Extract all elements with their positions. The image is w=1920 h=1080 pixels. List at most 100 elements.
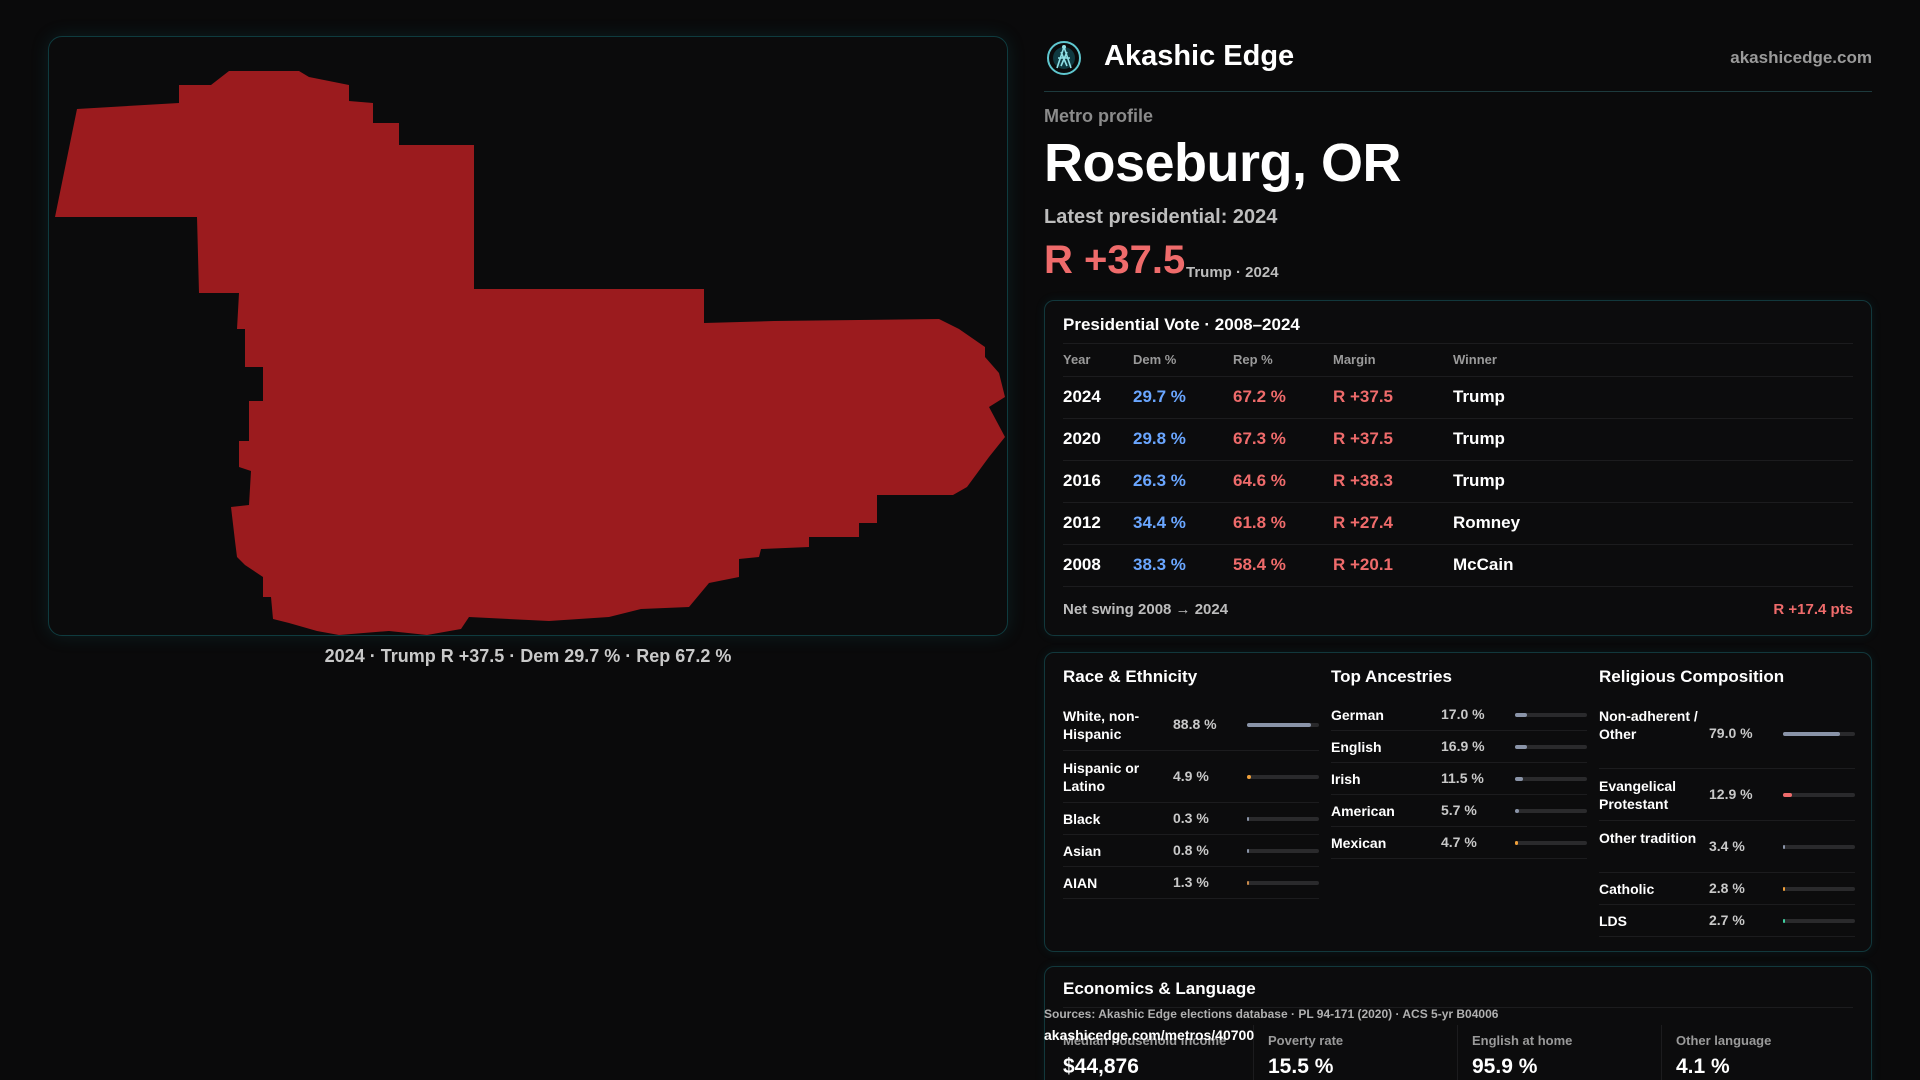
demographics-card: Race & Ethnicity White, non-Hispanic 88.8… (1044, 652, 1872, 952)
ancestry-row[interactable]: Irish 11.5 % (1331, 763, 1587, 795)
ancestry-value: 4.7 % (1441, 834, 1477, 850)
religion-bar-fill (1783, 919, 1785, 923)
vote-cell-dem: 29.7 % (1133, 387, 1186, 406)
religion-bar-track (1783, 887, 1855, 891)
ancestry-row[interactable]: American 5.7 % (1331, 795, 1587, 827)
ancestry-row[interactable]: English 16.9 % (1331, 731, 1587, 763)
ancestry-label: Mexican (1331, 835, 1387, 851)
akashic-logo-icon[interactable] (1046, 40, 1082, 76)
race-bar-track (1247, 881, 1319, 885)
vote-cell-rep: 61.8 % (1233, 513, 1286, 532)
race-label: Asian (1063, 843, 1102, 859)
vote-table-header: Year Dem % Rep % Margin Winner (1063, 343, 1853, 377)
header-dem: Dem % (1133, 352, 1177, 367)
vote-cell-rep: 67.3 % (1233, 429, 1286, 448)
race-row[interactable]: White, non-Hispanic 88.8 % (1063, 699, 1319, 751)
race-value: 4.9 % (1173, 768, 1209, 784)
religion-label: Evangelical Protestant (1599, 778, 1677, 812)
race-value: 1.3 % (1173, 874, 1209, 890)
metro-map (55, 71, 1005, 635)
religion-row[interactable]: Non-adherent / Other 79.0 % (1599, 699, 1855, 769)
race-row[interactable]: Asian 0.8 % (1063, 835, 1319, 867)
religion-title: Religious Composition (1599, 667, 1785, 686)
religion-row[interactable]: LDS 2.7 % (1599, 905, 1855, 937)
ancestry-value: 17.0 % (1441, 706, 1485, 722)
religion-row[interactable]: Catholic 2.8 % (1599, 873, 1855, 905)
religion-bar-track (1783, 845, 1855, 849)
ancestry-bar-track (1515, 809, 1587, 813)
ancestry-value: 11.5 % (1441, 770, 1484, 786)
race-row[interactable]: Hispanic or Latino 4.9 % (1063, 751, 1319, 803)
vote-row-2016[interactable]: 2016 26.3 % 64.6 % R +38.3 Trump (1063, 461, 1853, 503)
race-bar-fill (1247, 849, 1249, 853)
ancestry-bar-track (1515, 777, 1587, 781)
vote-cell-margin: R +37.5 (1333, 387, 1394, 406)
religion-bar-fill (1783, 845, 1786, 849)
religion-value: 3.4 % (1709, 838, 1745, 854)
race-bar-fill (1247, 723, 1311, 727)
race-value: 0.8 % (1173, 842, 1209, 858)
race-bar-fill (1247, 775, 1251, 779)
net-swing-label: Net swing 2008 → 2024 (1063, 601, 1229, 618)
vote-cell-year: 2020 (1063, 429, 1101, 448)
religion-label: LDS (1599, 913, 1627, 929)
page-title: Roseburg, OR (1044, 133, 1402, 193)
economics-stat-label: Median household income (1063, 1033, 1227, 1048)
economics-stat-value: 95.9 % (1472, 1055, 1538, 1078)
ancestry-bar-fill (1515, 841, 1519, 845)
header-margin: Margin (1333, 352, 1376, 367)
race-bar-track (1247, 723, 1319, 727)
race-row[interactable]: AIAN 1.3 % (1063, 867, 1319, 899)
brand-header: Akashic Edge akashicedge.com (1044, 36, 1872, 92)
header-rep: Rep % (1233, 352, 1273, 367)
ancestry-bar-fill (1515, 777, 1524, 781)
race-bar-fill (1247, 817, 1249, 821)
race-label: AIAN (1063, 875, 1098, 891)
vote-cell-dem: 29.8 % (1133, 429, 1186, 448)
metro-map-panel[interactable] (48, 36, 1008, 636)
vote-cell-rep: 67.2 % (1233, 387, 1286, 406)
economics-stat-label: Other language (1676, 1033, 1772, 1048)
ancestry-bar-fill (1515, 745, 1528, 749)
brand-name[interactable]: Akashic Edge (1104, 40, 1295, 72)
race-bar-track (1247, 817, 1319, 821)
race-label: Black (1063, 811, 1101, 827)
vote-row-2024[interactable]: 2024 29.7 % 67.2 % R +37.5 Trump (1063, 377, 1853, 419)
latest-margin: R +37.5 (1044, 238, 1186, 282)
ancestry-row[interactable]: German 17.0 % (1331, 699, 1587, 731)
vote-cell-winner: Romney (1453, 513, 1521, 532)
ancestry-bar-track (1515, 841, 1587, 845)
ancestry-bar-track (1515, 713, 1587, 717)
religion-row[interactable]: Evangelical Protestant 12.9 % (1599, 769, 1855, 821)
vote-cell-year: 2016 (1063, 471, 1101, 490)
ancestry-row[interactable]: Mexican 4.7 % (1331, 827, 1587, 859)
latest-margin-sub: Trump · 2024 (1186, 264, 1279, 281)
ancestry-label: German (1331, 707, 1384, 723)
map-caption: 2024 · Trump R +37.5 · Dem 29.7 % · Rep … (324, 646, 732, 666)
net-swing-value: R +17.4 pts (1773, 601, 1853, 618)
ancestry-label: Irish (1331, 771, 1361, 787)
vote-cell-rep: 58.4 % (1233, 555, 1286, 574)
economics-stat: English at home 95.9 % (1457, 1025, 1653, 1080)
vote-row-2012[interactable]: 2012 34.4 % 61.8 % R +27.4 Romney (1063, 503, 1853, 545)
metro-url-link[interactable]: akashicedge.com/metros/40700 (1044, 1027, 1255, 1043)
vote-row-2008[interactable]: 2008 38.3 % 58.4 % R +20.1 McCain (1063, 545, 1853, 587)
ancestry-label: American (1331, 803, 1395, 819)
race-bar-track (1247, 775, 1319, 779)
religion-value: 79.0 % (1709, 725, 1753, 741)
race-label: Hispanic or Latino (1063, 760, 1140, 794)
religion-row[interactable]: Other tradition 3.4 % (1599, 821, 1855, 873)
site-link[interactable]: akashicedge.com (1730, 48, 1872, 67)
economics-stat-value: 15.5 % (1268, 1055, 1334, 1078)
religion-bar-track (1783, 732, 1855, 736)
vote-row-2020[interactable]: 2020 29.8 % 67.3 % R +37.5 Trump (1063, 419, 1853, 461)
ancestry-title: Top Ancestries (1331, 667, 1452, 686)
race-row[interactable]: Black 0.3 % (1063, 803, 1319, 835)
economics-language-card: Economics & Language Median household in… (1044, 966, 1872, 1080)
ancestry-bar-fill (1515, 809, 1520, 813)
ancestry-label: English (1331, 739, 1382, 755)
religion-value: 2.7 % (1709, 912, 1745, 928)
vote-card-title: Presidential Vote · 2008–2024 (1063, 315, 1300, 334)
religion-bar-fill (1783, 887, 1786, 891)
metro-boundary-shape[interactable] (55, 71, 1005, 635)
